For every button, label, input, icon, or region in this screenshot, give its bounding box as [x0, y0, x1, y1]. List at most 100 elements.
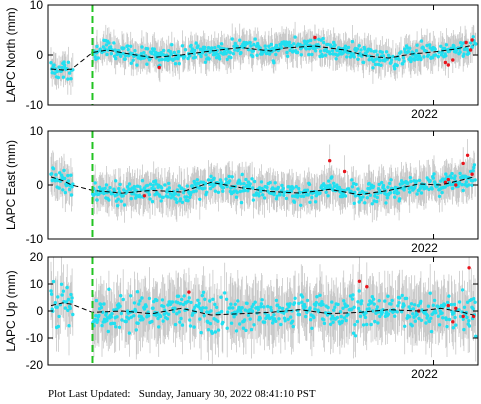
data-point [381, 183, 386, 188]
data-point [180, 200, 185, 204]
data-point [300, 295, 305, 299]
data-point [328, 322, 333, 326]
data-point [129, 44, 133, 48]
data-point [440, 190, 444, 195]
data-point [313, 200, 318, 204]
data-point [138, 195, 143, 199]
data-point [125, 190, 129, 194]
data-point [223, 291, 227, 295]
data-point [55, 69, 59, 74]
data-point [132, 314, 136, 318]
data-point [250, 177, 254, 181]
data-point [138, 299, 142, 303]
data-point [275, 303, 280, 307]
data-point [225, 326, 229, 330]
data-point [404, 296, 409, 301]
data-point [213, 302, 217, 307]
data-point [189, 300, 193, 305]
data-point [245, 301, 249, 306]
data-point [299, 53, 303, 57]
data-point [251, 186, 255, 190]
data-point [66, 297, 71, 302]
data-point [369, 49, 373, 53]
y-tick-label: 10 [30, 124, 44, 138]
data-point [51, 279, 56, 284]
data-point [298, 190, 302, 194]
data-point [255, 53, 259, 57]
data-point [93, 181, 97, 185]
data-point [160, 57, 164, 62]
data-point [240, 306, 244, 310]
data-point [344, 318, 348, 323]
data-point [399, 310, 404, 314]
data-point [252, 42, 256, 47]
data-point [288, 48, 292, 52]
data-point [363, 47, 367, 51]
data-point [457, 300, 462, 304]
data-point [408, 315, 412, 319]
outlier-point [443, 60, 448, 65]
data-point [156, 316, 160, 321]
data-point [176, 50, 181, 54]
data-point [388, 181, 392, 186]
data-point [239, 51, 243, 55]
data-point [118, 304, 122, 308]
data-point [167, 312, 171, 316]
data-point [426, 53, 431, 57]
data-point [66, 308, 70, 313]
data-point [339, 314, 343, 319]
data-point [375, 199, 379, 204]
data-point [402, 59, 406, 63]
data-point [424, 185, 429, 189]
data-point [415, 312, 419, 317]
data-point [324, 190, 328, 194]
outlier-point [468, 48, 473, 52]
data-point [386, 312, 391, 316]
data-point [151, 306, 155, 310]
data-point [67, 187, 72, 192]
data-point [159, 199, 163, 203]
data-point [269, 308, 274, 313]
data-point [183, 48, 188, 52]
data-point [94, 298, 99, 303]
data-point [145, 183, 150, 188]
data-point [199, 54, 203, 59]
outlier-point [464, 40, 468, 45]
data-point [208, 299, 212, 303]
data-point [203, 181, 208, 186]
data-point [62, 60, 66, 64]
data-point [129, 61, 133, 65]
data-point [175, 200, 179, 204]
data-point [54, 173, 58, 177]
data-point [173, 192, 178, 196]
data-point [213, 189, 218, 193]
data-point [97, 313, 101, 318]
data-point [213, 46, 217, 50]
data-point [331, 320, 335, 324]
data-point [351, 293, 355, 297]
data-point [277, 317, 281, 321]
data-point [216, 328, 221, 332]
data-point [378, 314, 382, 319]
data-point [51, 167, 56, 171]
outlier-point [342, 169, 347, 174]
outlier-point [454, 183, 458, 187]
data-point [474, 42, 478, 46]
data-point [351, 331, 356, 335]
data-point [374, 49, 378, 53]
data-point [356, 57, 360, 61]
data-point [102, 191, 106, 196]
data-point [274, 52, 278, 57]
data-point [367, 307, 371, 311]
data-point [142, 51, 146, 55]
data-point [452, 311, 456, 315]
data-point [459, 44, 464, 49]
data-point [376, 321, 380, 325]
data-point [461, 317, 465, 321]
y-tick-label: 0 [36, 304, 43, 318]
y-tick-label: 0 [36, 178, 43, 192]
data-point [100, 323, 104, 328]
data-point [67, 324, 71, 328]
data-point [470, 183, 474, 187]
data-point [297, 186, 301, 191]
